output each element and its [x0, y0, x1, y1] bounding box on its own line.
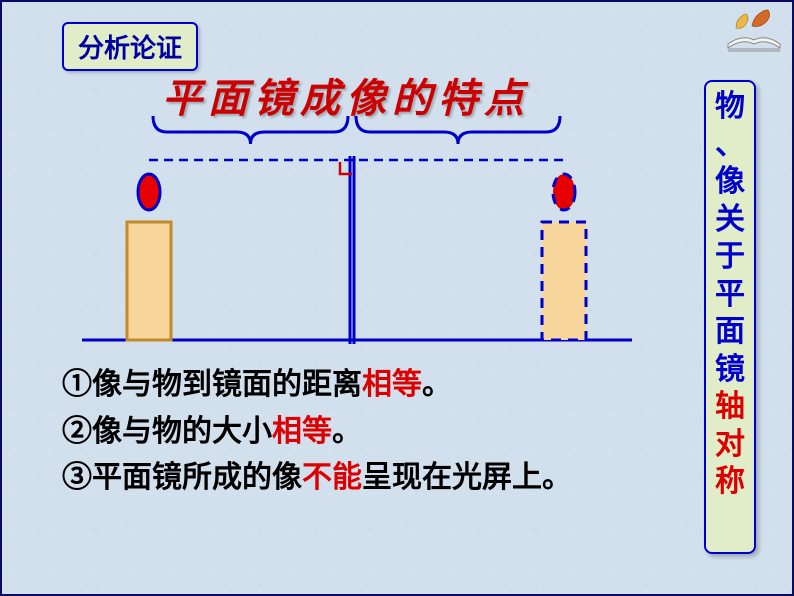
- analysis-label-box: 分析论证: [62, 22, 198, 71]
- slide: 分析论证 平面镜成像的特点 物、像关于平面镜轴对称 ①像与物到镜面的距离相等。②…: [0, 0, 794, 596]
- bullet-item: ①像与物到镜面的距离相等。: [62, 362, 682, 409]
- corner-book-icon: [724, 8, 786, 56]
- side-char: 镜: [706, 351, 754, 389]
- side-char: 物: [706, 88, 754, 126]
- bullet-item: ②像与物的大小相等。: [62, 409, 682, 456]
- side-char: 称: [706, 463, 754, 501]
- bullet-list: ①像与物到镜面的距离相等。②像与物的大小相等。③平面镜所成的像不能呈现在光屏上。: [62, 362, 682, 502]
- side-char: 轴: [706, 388, 754, 426]
- side-vertical-panel: 物、像关于平面镜轴对称: [704, 80, 756, 554]
- side-char: 面: [706, 313, 754, 351]
- side-char: 、: [706, 126, 754, 164]
- side-char: 对: [706, 426, 754, 464]
- side-char: 像: [706, 163, 754, 201]
- side-char: 于: [706, 238, 754, 276]
- side-char: 关: [706, 201, 754, 239]
- side-char: 平: [706, 276, 754, 314]
- mirror-diagram: [72, 112, 642, 352]
- analysis-label: 分析论证: [78, 34, 182, 63]
- bullet-item: ③平面镜所成的像不能呈现在光屏上。: [62, 455, 682, 502]
